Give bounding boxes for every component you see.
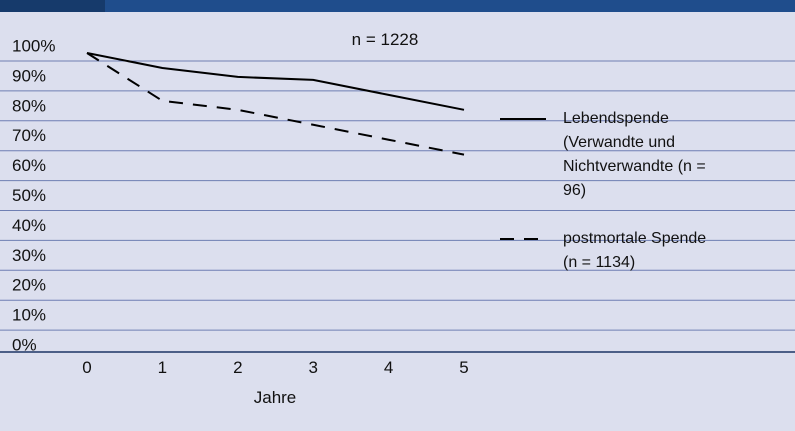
x-tick-label: 1 — [158, 358, 167, 377]
x-tick-label: 5 — [459, 358, 468, 377]
x-tick-label: 3 — [308, 358, 317, 377]
series-line — [86, 52, 465, 156]
series-line — [86, 52, 465, 111]
y-tick-label: 20% — [12, 276, 46, 295]
x-tick-label: 4 — [384, 358, 393, 377]
y-tick-label: 0% — [12, 335, 37, 354]
y-tick-label: 100% — [12, 36, 55, 55]
header-bar — [0, 0, 795, 12]
x-axis-label: Jahre — [254, 388, 297, 407]
x-tick-label: 0 — [82, 358, 91, 377]
y-tick-label: 50% — [12, 186, 46, 205]
legend-label: Lebendspende (Verwandte und Nichtverwand… — [563, 110, 706, 199]
legend-label: postmortale Spende (n = 1134) — [563, 230, 707, 271]
annotation: n = 1228 — [352, 30, 419, 49]
y-tick-label: 10% — [12, 306, 46, 325]
y-tick-label: 80% — [12, 96, 46, 115]
y-tick-label: 70% — [12, 126, 46, 145]
y-tick-label: 60% — [12, 156, 46, 175]
y-tick-label: 40% — [12, 216, 46, 235]
y-tick-label: 30% — [12, 246, 46, 265]
y-tick-label: 90% — [12, 66, 46, 85]
x-tick-label: 2 — [233, 358, 242, 377]
header-block — [0, 0, 105, 12]
